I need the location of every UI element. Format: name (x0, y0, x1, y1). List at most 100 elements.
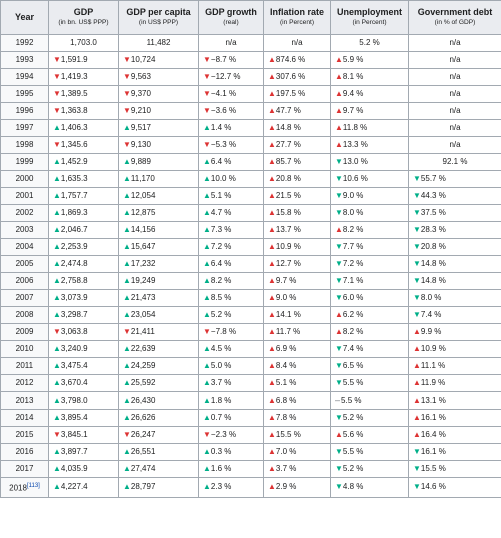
gdp-growth-cell: 5.2 % (198, 306, 264, 324)
government-debt-value: 15.5 % (413, 464, 446, 473)
gdp-value: 3,798.0 (53, 396, 88, 405)
unemployment-value: 9.4 % (335, 89, 363, 98)
government-debt-value: 16.1 % (413, 447, 446, 456)
gdp-growth-value: −8.7 % (203, 55, 236, 64)
gdp-per-capita-value: 26,626 (123, 413, 155, 422)
gdp-per-capita-value: 10,724 (123, 55, 155, 64)
table-row: 2012 3,670.4 25,592 3.7 % 5.1 % 5.5 % 11.9 % (0, 374, 501, 392)
year-label: 2007 (15, 293, 34, 302)
gdp-per-capita-value: 9,889 (123, 157, 151, 166)
inflation-value: n/a (291, 38, 303, 47)
year-label: 2001 (15, 191, 34, 200)
inflation-value: 7.0 % (268, 447, 296, 456)
year-cell: 1994 (0, 68, 49, 86)
gdp-per-capita-cell: 15,647 (118, 238, 199, 256)
gdp-growth-value: −7.8 % (203, 327, 236, 336)
header-gdp-growth[interactable]: GDP growth (real) (198, 0, 264, 35)
header-gdp[interactable]: GDP (in bn. US$ PPP) (48, 0, 119, 35)
gdp-cell: 1,591.9 (48, 51, 119, 69)
footnote-link[interactable]: [113] (26, 483, 40, 489)
unemployment-cell: 5.5 % (330, 391, 409, 410)
gdp-per-capita-value: 28,797 (123, 482, 155, 491)
unemployment-cell: 5.9 % (330, 51, 409, 69)
gdp-per-capita-value: 23,054 (123, 310, 155, 319)
gdp-growth-value: 4.5 % (203, 344, 231, 353)
gdp-growth-cell: 5.0 % (198, 357, 264, 375)
header-gdp-per-capita[interactable]: GDP per capita (in US$ PPP) (118, 0, 199, 35)
gdp-cell: 1,703.0 (48, 34, 119, 52)
table-row: 2015 3,845.1 26,247 −2.3 % 15.5 % 5.6 % 16.4 % (0, 426, 501, 444)
year-label: 2012 (15, 378, 34, 387)
gdp-per-capita-cell: 14,156 (118, 221, 199, 239)
gdp-growth-cell: −5.3 % (198, 136, 264, 154)
government-debt-value: 9.9 % (413, 327, 441, 336)
year-cell: 2013 (0, 391, 49, 410)
header-year[interactable]: Year (0, 0, 49, 35)
inflation-value: 9.0 % (268, 293, 296, 302)
inflation-value: 15.5 % (268, 430, 301, 439)
year-label: 2004 (15, 242, 34, 251)
header-unemployment[interactable]: Unemployment (in Percent) (330, 0, 409, 35)
table-row: 2005 2,474.8 17,232 6.4 % 12.7 % 7.2 % 14.8 % (0, 255, 501, 273)
header-row: Year GDP (in bn. US$ PPP) GDP per capita(… (0, 0, 501, 35)
unemployment-cell: 5.6 % (330, 426, 409, 444)
table-body: 1992 1,703.0 11,482 n/a n/a 5.2 % n/a 1993 1,591… (0, 34, 501, 498)
unemployment-value: 13.0 % (335, 157, 368, 166)
inflation-value: 6.9 % (268, 344, 296, 353)
gdp-per-capita-value: 12,054 (123, 191, 155, 200)
gdp-value: 3,845.1 (53, 430, 88, 439)
gdp-value: 3,298.7 (53, 310, 88, 319)
year-cell: 2014 (0, 409, 49, 427)
year-cell: 1996 (0, 102, 49, 120)
year-label: 2018 (9, 483, 27, 493)
year-cell: 2002 (0, 204, 49, 222)
gdp-per-capita-value: 27,474 (123, 464, 155, 473)
government-debt-cell: 14.6 % (408, 477, 501, 498)
gdp-cell: 4,227.4 (48, 477, 119, 498)
unemployment-value: 6.2 % (335, 310, 363, 319)
gdp-cell: 4,035.9 (48, 460, 119, 478)
gdp-cell: 3,897.7 (48, 443, 119, 461)
unemployment-cell: 13.0 % (330, 153, 409, 171)
table-row: 1995 1,389.5 9,370 −4.1 % 197.5 % 9.4 % n/a (0, 85, 501, 103)
header-government-debt[interactable]: Government debt (in % of GDP) (408, 0, 501, 35)
gdp-growth-value: 6.4 % (203, 157, 231, 166)
year-label: 1992 (15, 38, 34, 47)
gdp-growth-cell: 3.7 % (198, 374, 264, 392)
year-cell: 2010 (0, 340, 49, 358)
unemployment-cell: 8.2 % (330, 221, 409, 239)
inflation-cell: 20.8 % (263, 170, 331, 188)
year-label: 1997 (15, 123, 34, 132)
year-cell: 1998 (0, 136, 49, 154)
gdp-value: 3,240.9 (53, 344, 88, 353)
table-row: 2006 2,758.8 19,249 8.2 % 9.7 % 7.1 % 14.8 % (0, 272, 501, 290)
inflation-value: 5.1 % (268, 378, 296, 387)
gdp-per-capita-value: 26,247 (123, 430, 155, 439)
gdp-cell: 1,419.3 (48, 68, 119, 86)
gdp-value: 1,591.9 (53, 55, 88, 64)
gdp-per-capita-value: 9,517 (123, 123, 151, 132)
year-label: 1995 (15, 89, 34, 98)
government-debt-value: 14.8 % (413, 276, 446, 285)
unemployment-value: 7.2 % (335, 259, 363, 268)
gdp-per-capita-cell: 26,626 (118, 409, 199, 427)
gdp-per-capita-value: 24,259 (123, 361, 155, 370)
gdp-growth-value: −4.1 % (203, 89, 236, 98)
government-debt-cell: 44.3 % (408, 187, 501, 205)
year-label: 1993 (15, 55, 34, 64)
gdp-growth-cell: −4.1 % (198, 85, 264, 103)
gdp-cell: 1,869.3 (48, 204, 119, 222)
government-debt-value: 37.5 % (413, 208, 446, 217)
header-inflation[interactable]: Inflation rate (in Percent) (263, 0, 331, 35)
year-label: 2017 (15, 464, 34, 473)
unemployment-value: 5.6 % (335, 430, 363, 439)
unemployment-cell: 7.2 % (330, 255, 409, 273)
gdp-per-capita-cell: 17,232 (118, 255, 199, 273)
year-label: 2014 (15, 413, 34, 422)
unemployment-value: 5.5 % (335, 447, 363, 456)
unemployment-value: 11.8 % (335, 123, 367, 132)
inflation-cell: 307.6 % (263, 68, 331, 86)
gdp-value: 1,419.3 (53, 72, 88, 81)
gdp-cell: 3,298.7 (48, 306, 119, 324)
inflation-value: 11.7 % (268, 327, 300, 336)
